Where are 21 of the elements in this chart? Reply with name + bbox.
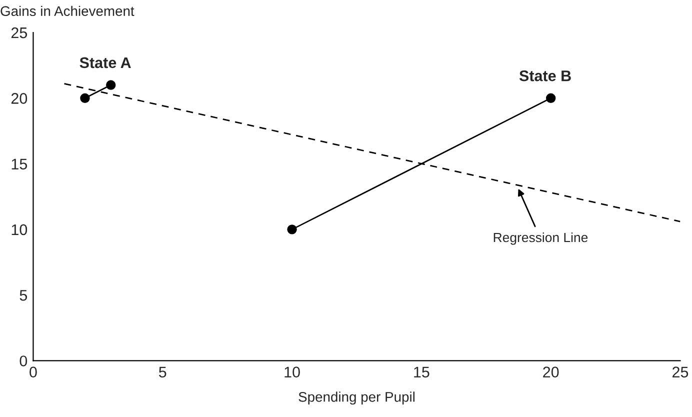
- point: [106, 80, 116, 90]
- series-label: State A: [80, 57, 131, 68]
- point: [80, 93, 90, 104]
- point: [287, 224, 297, 234]
- x-tick-label: 5: [158, 366, 166, 378]
- x-tick-label: 20: [543, 366, 559, 378]
- x-axis-title: Spending per Pupil: [298, 392, 414, 405]
- y-tick-label: 5: [20, 290, 28, 301]
- x-tick-label: 10: [284, 366, 300, 378]
- y-tick-label: 10: [12, 224, 28, 236]
- x-tick-label: 0: [30, 366, 37, 378]
- y-tick-label: 20: [11, 93, 28, 104]
- y-tick-label: 15: [12, 158, 28, 170]
- series-label: State B: [519, 70, 571, 82]
- x-tick-label: 15: [414, 366, 430, 378]
- y-tick-label: 0: [20, 356, 28, 366]
- y-axis-title: Gains in Achievement: [0, 6, 134, 16]
- y-tick-label: 25: [11, 27, 28, 38]
- x-tick-label: 25: [672, 366, 688, 378]
- point: [546, 93, 556, 104]
- annotation: Regression Line: [494, 232, 588, 245]
